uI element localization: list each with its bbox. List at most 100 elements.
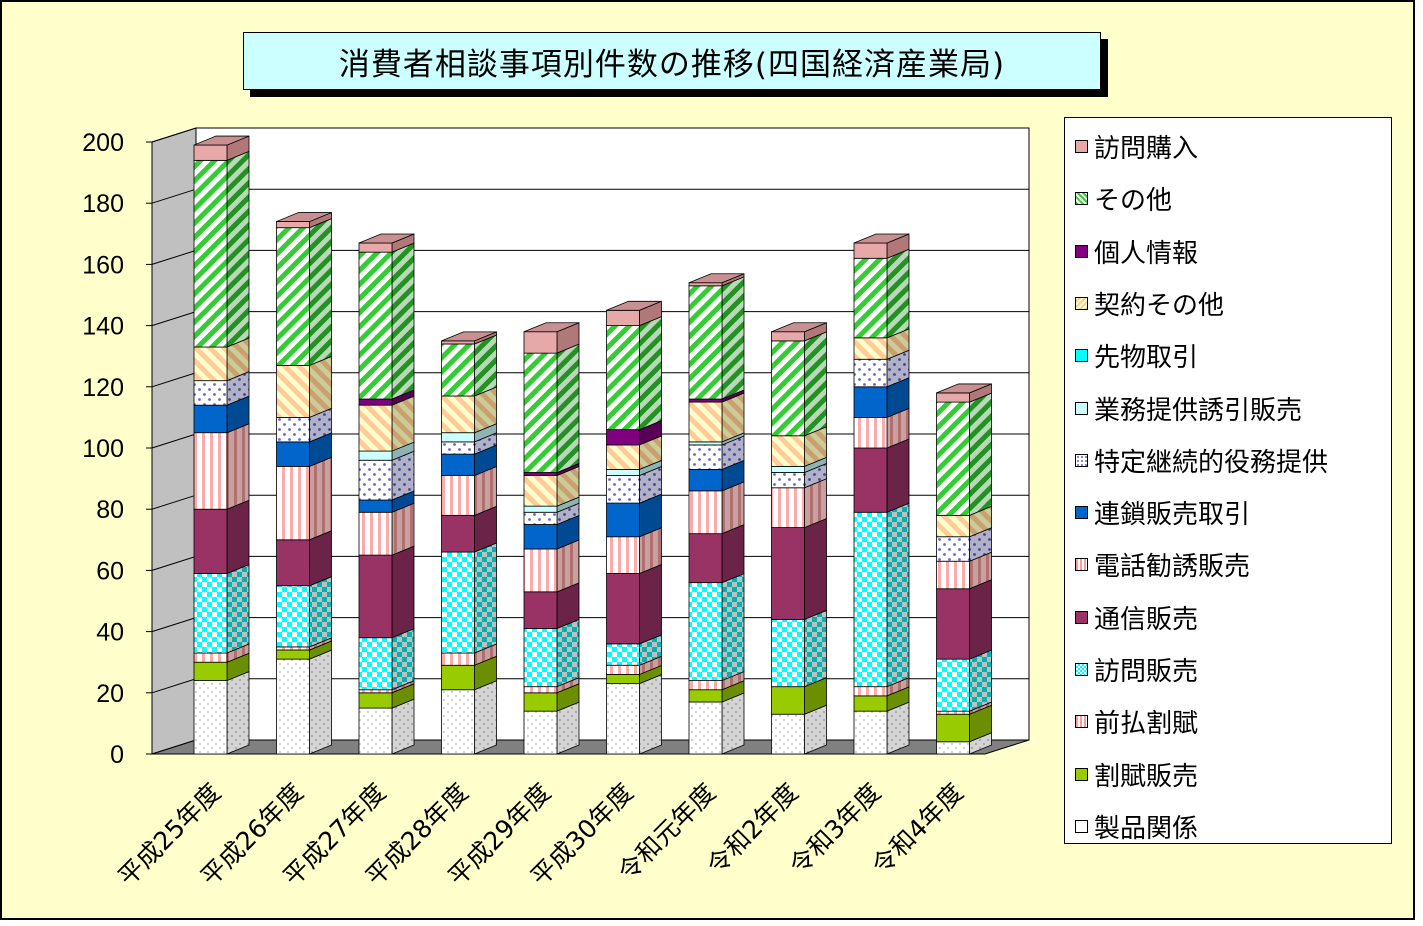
legend-label: 前払割賦 bbox=[1094, 709, 1199, 740]
legend-item: 業務提供誘引販売 bbox=[1075, 390, 1302, 427]
bar-segment bbox=[771, 435, 805, 467]
bar-segment-side bbox=[639, 674, 662, 755]
bar-segment bbox=[276, 227, 310, 366]
bar-segment bbox=[688, 533, 723, 584]
bar-segment bbox=[358, 404, 393, 452]
bar-segment-side bbox=[639, 563, 662, 645]
y-tick-label: 140 bbox=[82, 313, 124, 341]
y-tick-label: 40 bbox=[96, 619, 124, 647]
legend-item: 連鎖販売取引 bbox=[1075, 494, 1250, 531]
bar-segment bbox=[193, 680, 228, 755]
bar-segment bbox=[441, 340, 475, 345]
bar-segment bbox=[853, 257, 888, 339]
bar-segment bbox=[853, 710, 888, 755]
bar-segment bbox=[276, 646, 310, 651]
bar-stack bbox=[276, 211, 332, 755]
bar-segment bbox=[853, 386, 888, 418]
bar-segment-side bbox=[721, 276, 745, 400]
bar-segment bbox=[936, 401, 970, 516]
bar-segment bbox=[358, 689, 393, 694]
bar-segment bbox=[936, 588, 970, 660]
bar-segment bbox=[523, 511, 558, 525]
bar-segment-side bbox=[804, 517, 827, 620]
bar-segment-side bbox=[886, 248, 910, 339]
bar-segment bbox=[193, 380, 228, 406]
bar-segment bbox=[606, 469, 640, 476]
bar-segment-side bbox=[474, 680, 497, 755]
bar-segment-side bbox=[309, 456, 332, 541]
bar-segment bbox=[771, 331, 805, 342]
bar-segment bbox=[936, 392, 970, 403]
bar-top bbox=[276, 212, 332, 222]
bar-segment bbox=[771, 487, 805, 528]
bar-segment bbox=[936, 713, 970, 743]
bar-segment bbox=[688, 441, 723, 446]
bar-segment bbox=[193, 346, 228, 382]
bar-segment bbox=[441, 343, 475, 397]
chart-title: 消費者相談事項別件数の推移(四国経済産業局) bbox=[243, 32, 1101, 90]
legend-label: 製品関係 bbox=[1094, 813, 1199, 844]
bar-segment-side bbox=[226, 423, 250, 510]
bar-stack bbox=[523, 322, 580, 755]
bar-segment bbox=[358, 251, 393, 400]
y-tick-label: 160 bbox=[82, 251, 124, 279]
bar-segment bbox=[606, 674, 640, 685]
legend-item: 契約その他 bbox=[1075, 285, 1224, 322]
bar-segment bbox=[441, 689, 475, 755]
bar-segment bbox=[853, 337, 888, 360]
bar-segment-side bbox=[804, 609, 827, 688]
legend-label: 通信販売 bbox=[1094, 604, 1199, 635]
legend: 訪問購入 その他 個人情報 契約その他 先物取引 業務提供誘引販売 特定継続的役務提供 連鎖販… bbox=[1064, 117, 1392, 844]
bar-segment bbox=[688, 401, 723, 443]
bar-segment bbox=[276, 364, 310, 418]
bar-segment-side bbox=[226, 150, 250, 348]
bar-segment bbox=[441, 395, 475, 434]
bar-segment bbox=[606, 475, 640, 504]
bar-segment bbox=[523, 692, 558, 712]
bar-segment bbox=[523, 710, 558, 755]
bar-stack bbox=[193, 135, 250, 755]
bar-segment-side bbox=[886, 438, 910, 513]
bar-segment bbox=[688, 490, 723, 535]
bar-segment bbox=[523, 505, 558, 513]
legend-item: 個人情報 bbox=[1075, 233, 1198, 270]
legend-swatch bbox=[1075, 558, 1088, 572]
bar-segment bbox=[606, 683, 640, 755]
legend-swatch bbox=[1075, 296, 1088, 310]
bar-segment-side bbox=[886, 502, 910, 688]
bar-segment bbox=[606, 325, 640, 431]
bar-segment bbox=[606, 309, 640, 326]
bar-segment-side bbox=[309, 355, 332, 418]
bar-stack bbox=[771, 322, 827, 755]
legend-label: 訪問販売 bbox=[1094, 657, 1199, 687]
legend-item: その他 bbox=[1075, 180, 1172, 217]
bar-segment bbox=[853, 358, 888, 388]
bar-segment-side bbox=[226, 563, 250, 654]
bar-segment-side bbox=[391, 628, 415, 691]
bar-stack bbox=[936, 383, 992, 755]
bar-segment bbox=[193, 652, 228, 663]
bar-segment-side bbox=[721, 524, 745, 584]
bar-segment bbox=[276, 649, 310, 660]
bar-segment bbox=[936, 514, 970, 538]
bar-segment bbox=[193, 404, 228, 434]
legend-swatch bbox=[1075, 140, 1088, 153]
legend-swatch bbox=[1075, 610, 1088, 624]
bar-segment-side bbox=[721, 573, 745, 682]
bar-segment bbox=[936, 658, 970, 712]
bar-stack bbox=[606, 300, 662, 755]
bar-top bbox=[193, 135, 250, 146]
y-tick-label: 20 bbox=[96, 680, 124, 708]
bar-segment bbox=[523, 475, 558, 507]
bar-segment bbox=[276, 585, 310, 648]
legend-swatch bbox=[1075, 663, 1088, 676]
bar-segment bbox=[688, 285, 723, 400]
legend-swatch bbox=[1075, 506, 1088, 520]
bar-segment-side bbox=[556, 618, 580, 688]
legend-item: 製品関係 bbox=[1075, 808, 1198, 845]
bar-segment bbox=[276, 441, 310, 467]
bar-segment bbox=[193, 573, 228, 654]
bar-segment bbox=[606, 643, 640, 666]
bar-segment bbox=[523, 524, 558, 550]
